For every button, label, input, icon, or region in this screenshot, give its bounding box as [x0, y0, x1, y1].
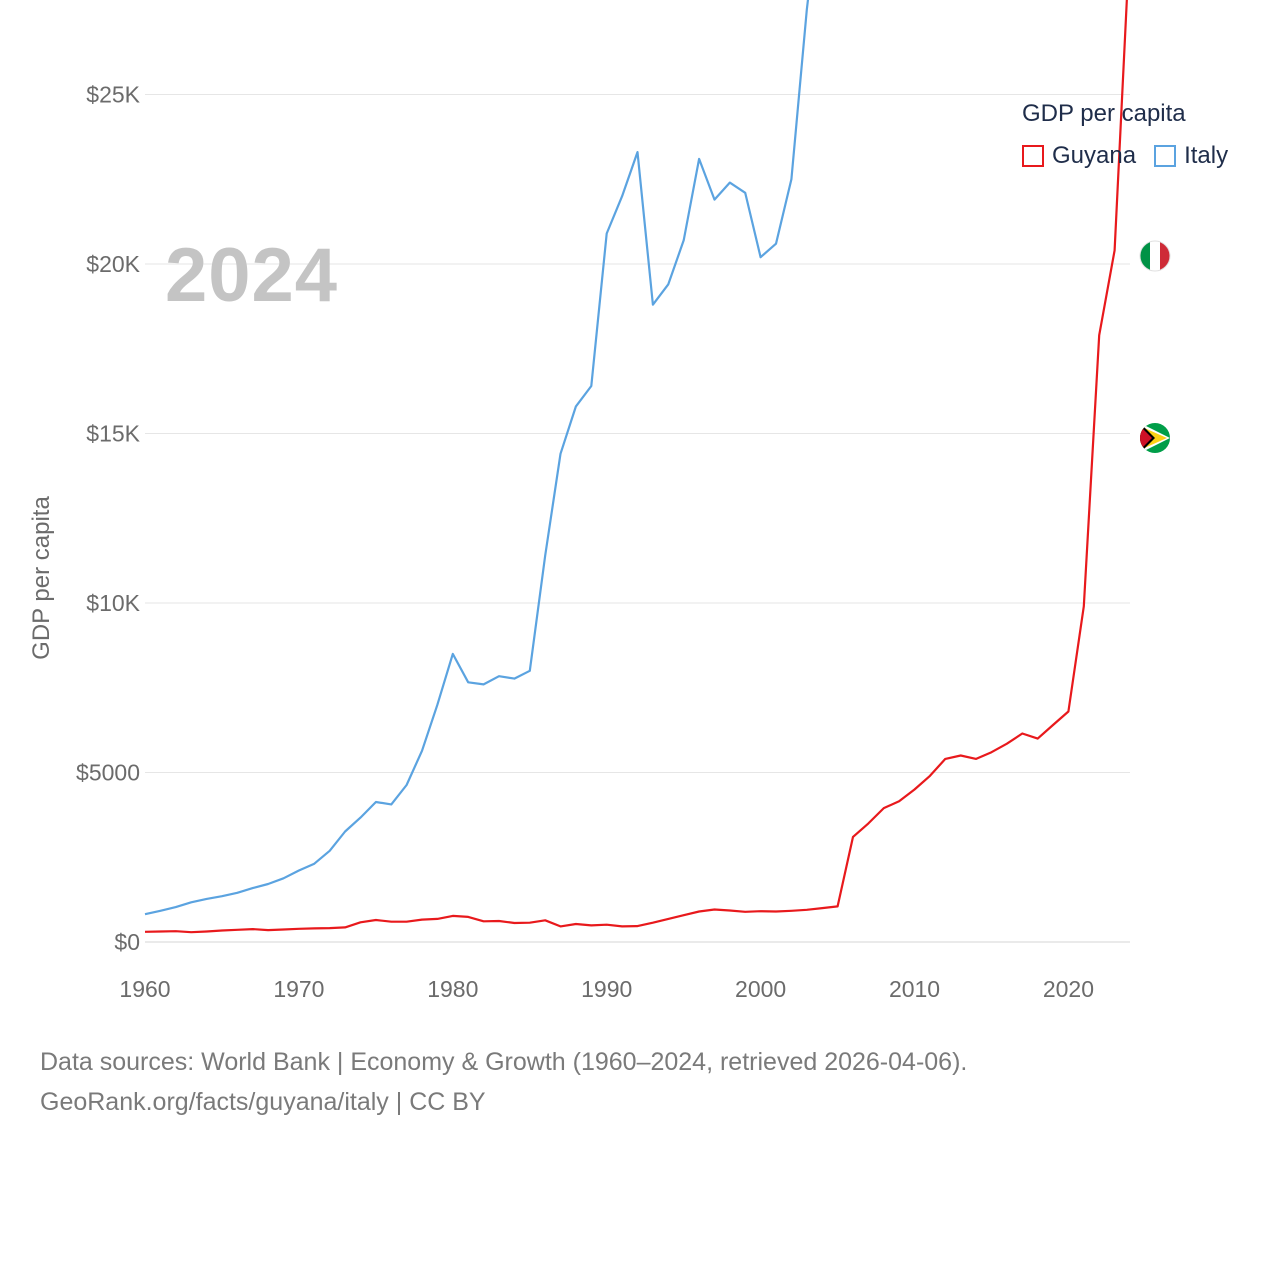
legend-label-italy: Italy — [1184, 142, 1229, 169]
end-flags — [1139, 240, 1171, 453]
footer: Data sources: World Bank | Economy & Gro… — [40, 1042, 967, 1122]
x-tick-label: 1960 — [119, 976, 170, 1002]
legend-title: GDP per capita — [1022, 100, 1186, 127]
x-tick-label: 2000 — [735, 976, 786, 1002]
y-tick-label: $25K — [86, 82, 140, 108]
x-axis-ticks: 1960 1970 1980 1990 2000 2010 2020 — [119, 976, 1094, 1002]
legend-label-guyana: Guyana — [1052, 142, 1137, 169]
y-tick-label: $0 — [114, 929, 140, 955]
x-tick-label: 2010 — [889, 976, 940, 1002]
x-tick-label: 1970 — [273, 976, 324, 1002]
footer-link[interactable]: GeoRank.org/facts/guyana/italy | CC BY — [40, 1088, 486, 1116]
legend: Guyana Italy — [1022, 142, 1246, 170]
legend-swatch-italy — [1154, 145, 1177, 167]
y-tick-label: $20K — [86, 251, 140, 277]
series-line-italy — [144, 0, 810, 916]
legend-item-guyana[interactable]: Guyana — [1022, 142, 1136, 170]
x-tick-label: 1990 — [581, 976, 632, 1002]
series-line-guyana — [144, 0, 1128, 934]
y-axis-ticks: $0$5000$10K$15K$20K$25K$30K$35K$40K — [76, 82, 141, 956]
x-tick-label: 1980 — [427, 976, 478, 1002]
y-tick-label: $10K — [86, 590, 140, 616]
grid-lines — [145, 94, 1130, 943]
x-tick-label: 2020 — [1043, 976, 1094, 1002]
legend-swatch-guyana — [1022, 145, 1044, 167]
legend-item-italy[interactable]: Italy — [1154, 142, 1228, 170]
guyana-flag-icon — [1140, 423, 1170, 453]
y-tick-label: $5000 — [76, 760, 140, 786]
italy-flag-icon — [1139, 240, 1171, 272]
y-tick-label: $15K — [86, 421, 140, 447]
y-axis-label: GDP per capita — [28, 496, 55, 660]
footer-sources: Data sources: World Bank | Economy & Gro… — [40, 1048, 968, 1076]
year-label: 2024 — [165, 233, 339, 318]
series-lines — [144, 0, 1128, 934]
